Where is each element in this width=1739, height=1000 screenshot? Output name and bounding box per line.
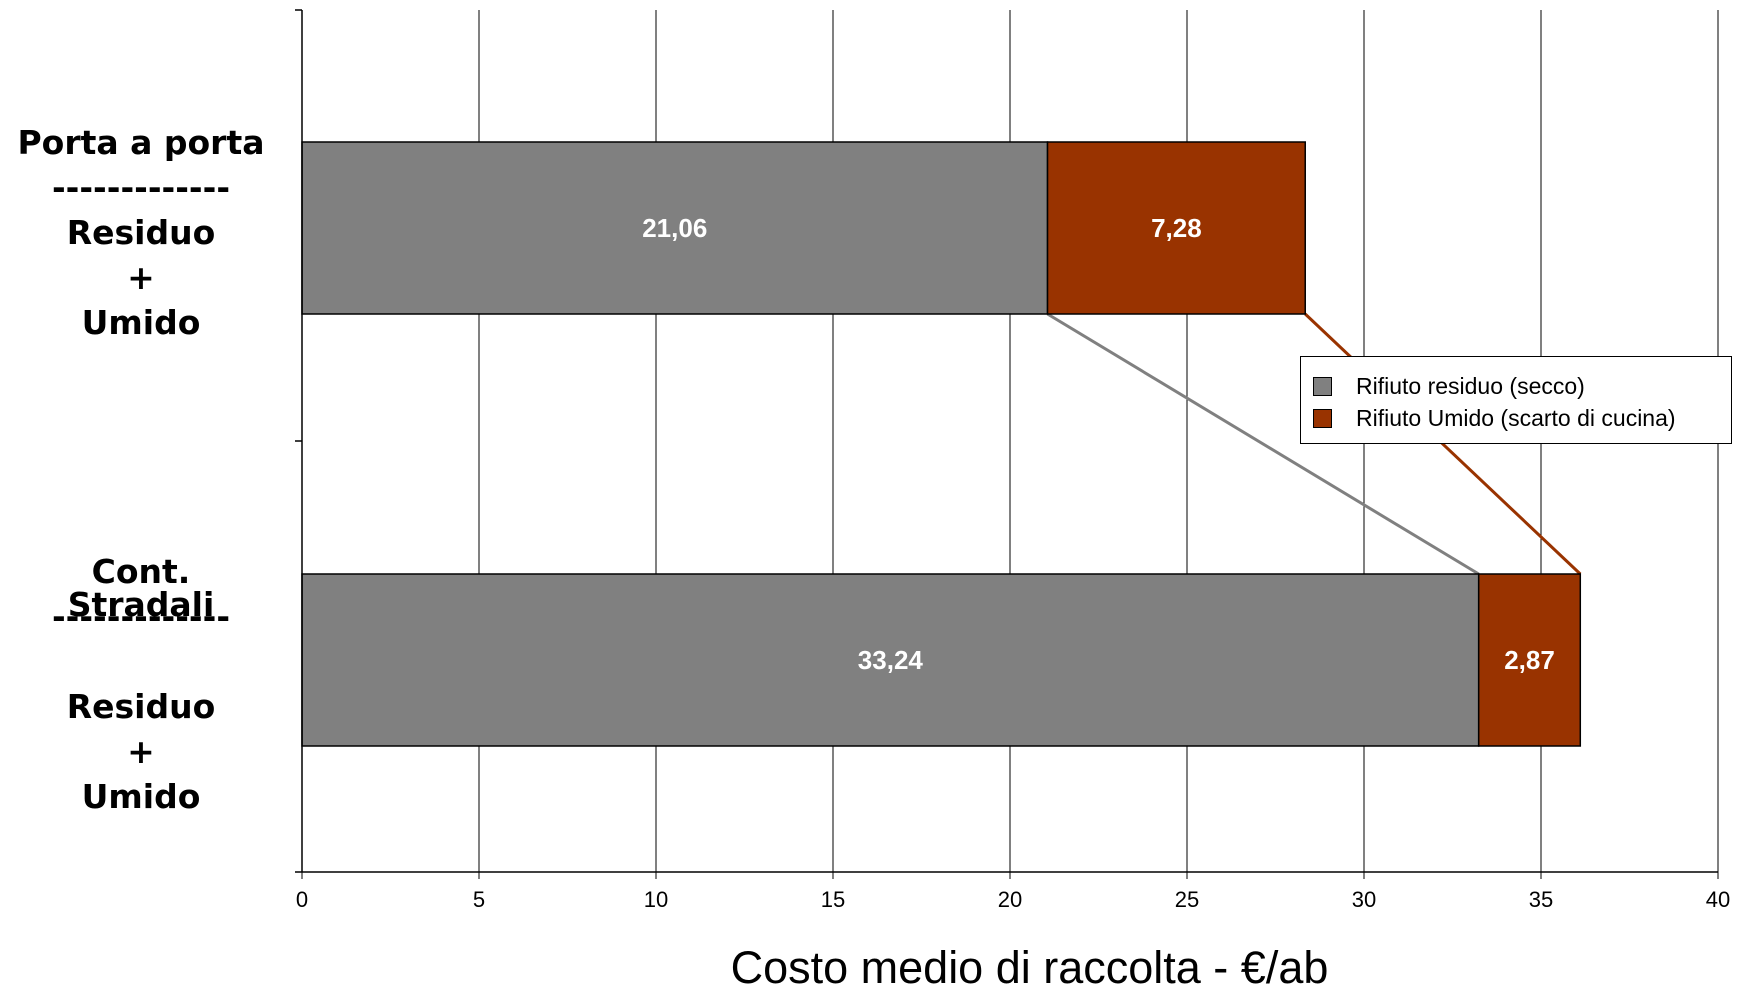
x-tick-label-5: 5 bbox=[473, 887, 485, 912]
category-label-0-line-3: + bbox=[127, 258, 155, 297]
category-label-0-line-4: Umido bbox=[81, 303, 201, 342]
x-tick-label-25: 25 bbox=[1175, 887, 1199, 912]
x-tick-label-35: 35 bbox=[1529, 887, 1553, 912]
legend-swatch-residuo bbox=[1313, 377, 1332, 396]
category-label-1-line-4: + bbox=[127, 732, 155, 771]
x-tick-label-10: 10 bbox=[644, 887, 668, 912]
category-label-0-line-2: Residuo bbox=[66, 213, 216, 252]
legend-item-umido: Rifiuto Umido (scarto di cucina) bbox=[1301, 405, 1676, 432]
category-label-1-line-0: Cont. Stradali bbox=[67, 552, 215, 624]
connector-line-umido bbox=[1304, 312, 1582, 576]
x-axis: 0 5 10 15 20 25 30 35 40 bbox=[295, 9, 1730, 912]
x-tick-label-0: 0 bbox=[296, 887, 308, 912]
data-label-0-0: 21,06 bbox=[642, 213, 707, 243]
bars: 21,06 7,28 33,24 2,87 bbox=[301, 141, 1582, 747]
x-tick-label-30: 30 bbox=[1352, 887, 1376, 912]
legend: Rifiuto residuo (secco) Rifiuto Umido (s… bbox=[1300, 356, 1732, 444]
category-label-0-line-0: Porta a porta bbox=[17, 123, 265, 162]
bar-cont-stradali-residuo bbox=[301, 573, 1480, 747]
bar-porta-a-porta-residuo bbox=[301, 141, 1049, 315]
data-label-0-1: 7,28 bbox=[1151, 213, 1202, 243]
connector-line-residuo bbox=[1046, 312, 1480, 576]
legend-label-residuo: Rifiuto residuo (secco) bbox=[1356, 373, 1585, 399]
legend-swatch-umido bbox=[1313, 409, 1332, 428]
category-label-1-line-1: ------------- bbox=[51, 597, 231, 636]
connector-lines bbox=[1046, 312, 1582, 576]
x-tick-label-15: 15 bbox=[821, 887, 845, 912]
bar-cont-stradali-umido bbox=[1477, 573, 1582, 747]
legend-item-residuo: Rifiuto residuo (secco) bbox=[1301, 373, 1585, 400]
category-label-0-line-1: ------------- bbox=[51, 168, 231, 207]
bar-porta-a-porta-umido bbox=[1046, 141, 1306, 315]
x-axis-title: Costo medio di raccolta - €/ab bbox=[730, 942, 1329, 993]
x-tick-label-20: 20 bbox=[998, 887, 1022, 912]
x-tick-label-40: 40 bbox=[1706, 887, 1730, 912]
legend-label-umido: Rifiuto Umido (scarto di cucina) bbox=[1356, 405, 1676, 431]
category-label-1-line-3: Residuo bbox=[66, 687, 216, 726]
category-label-1-line-5: Umido bbox=[81, 777, 201, 816]
data-label-1-0: 33,24 bbox=[858, 645, 924, 675]
data-label-1-1: 2,87 bbox=[1504, 645, 1555, 675]
